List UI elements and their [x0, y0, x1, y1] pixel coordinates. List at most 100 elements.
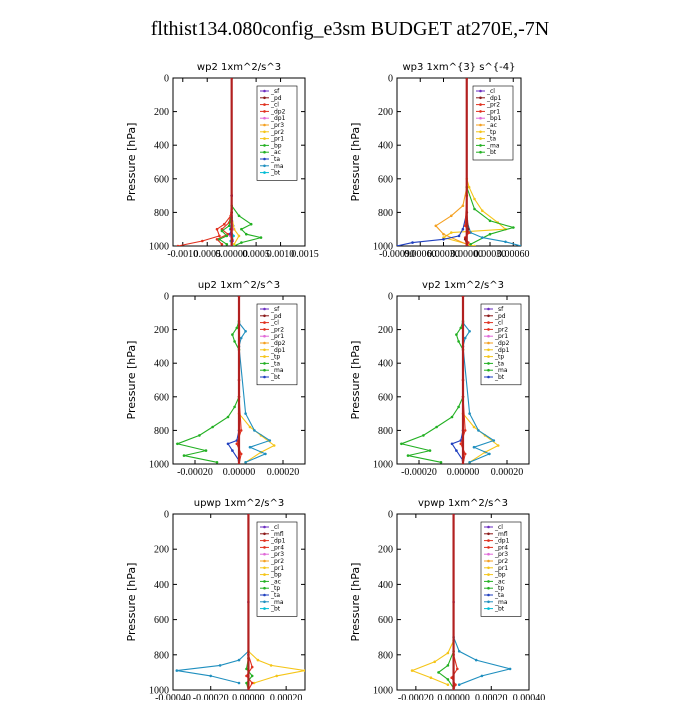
- series-point: [456, 667, 459, 671]
- legend-label: _pr3: [270, 122, 284, 129]
- series-point: [442, 238, 445, 241]
- legend-label: _ta: [270, 592, 280, 599]
- legend-marker: [487, 586, 490, 590]
- legend-marker: [263, 362, 266, 365]
- legend-label: _bp1: [486, 115, 502, 122]
- legend-marker: [263, 355, 266, 358]
- x-tick-label: 0.00000: [447, 467, 480, 478]
- legend-label: _cl: [494, 320, 503, 327]
- y-axis-label: Pressure [hPa]: [125, 341, 138, 420]
- legend-label: _sf: [494, 306, 504, 313]
- legend: _cl_mfl_dp1_pr4_pr3_pr2_pr1_bp_ac_tp_ta_…: [480, 521, 522, 617]
- legend-label: _bt: [270, 606, 281, 613]
- series-line-4: [231, 78, 262, 246]
- plot-lines: [175, 296, 276, 464]
- legend-label: _ma: [486, 142, 500, 149]
- legend-label: _pr1: [270, 136, 284, 143]
- series-point: [406, 454, 410, 457]
- series-point: [459, 442, 463, 446]
- series-point: [468, 461, 471, 464]
- series-point: [488, 219, 492, 223]
- series-point: [450, 231, 453, 234]
- legend-marker: [263, 164, 266, 168]
- legend-label: _pr2: [270, 129, 284, 136]
- y-tick-label: 400: [154, 580, 169, 591]
- x-tick-label: 0.00020: [491, 467, 524, 478]
- legend-marker: [263, 552, 266, 556]
- legend-label: _cl: [494, 524, 503, 531]
- x-tick-label: 0.00060: [404, 249, 437, 260]
- panel-title: wp2 1xm^2/s^3: [197, 62, 281, 73]
- series-point: [473, 197, 476, 201]
- x-tick-label: 0.0010: [267, 249, 295, 260]
- legend-marker: [479, 103, 482, 106]
- y-tick-label: 600: [154, 392, 169, 403]
- series-point: [253, 429, 256, 432]
- legend-marker: [263, 130, 266, 134]
- legend-marker: [263, 348, 266, 352]
- legend-marker: [263, 334, 266, 338]
- series-point: [198, 434, 201, 437]
- series-point: [204, 449, 208, 452]
- series-point: [442, 232, 445, 236]
- series-point: [433, 660, 437, 664]
- series-point: [215, 227, 219, 231]
- plot-frame: [396, 513, 530, 691]
- series-point: [450, 415, 454, 419]
- series-point: [226, 442, 230, 446]
- legend-marker: [263, 103, 266, 106]
- legend-label: _pr3: [270, 551, 284, 558]
- legend-label: _pr3: [494, 551, 508, 558]
- legend-marker: [263, 314, 266, 318]
- legend-label: _cl: [486, 88, 495, 95]
- legend-marker: [263, 525, 266, 529]
- legend-marker: [263, 559, 266, 563]
- legend-label: _pr1: [494, 565, 508, 572]
- x-tick-label: 0.0005: [242, 249, 270, 260]
- y-tick-label: 600: [378, 615, 393, 626]
- x-tick-label: 0.00000: [215, 249, 248, 260]
- legend-box: [480, 521, 522, 617]
- series-point: [463, 429, 467, 432]
- legend-marker: [479, 96, 482, 100]
- legend-marker: [487, 321, 490, 324]
- legend: _cl_mfl_dp1_pr4_pr3_pr2_pr1_bp_ac_tp_ta_…: [256, 521, 298, 617]
- legend-label: _dp1: [270, 347, 286, 354]
- series-point: [231, 449, 234, 452]
- y-axis-label: Pressure [hPa]: [349, 341, 362, 420]
- series-line-4: [397, 78, 468, 246]
- legend-marker: [263, 96, 266, 100]
- series-point: [481, 236, 484, 239]
- x-tick-label: -0.00020: [398, 693, 434, 700]
- series-point: [237, 214, 241, 218]
- series-point: [248, 445, 252, 449]
- legend-label: _ma: [494, 599, 508, 606]
- series-line-1: [399, 296, 464, 463]
- legend-label: _dp1: [494, 538, 510, 545]
- legend-label: _ac: [494, 578, 505, 585]
- chart-panel-1: wp2 1xm^2/s^3 Pressure [hPa] 0 200 400 600 800…: [125, 62, 319, 260]
- legend-label: _pr1: [486, 108, 500, 115]
- series-point: [512, 226, 515, 229]
- legend-label: _dp1: [270, 115, 286, 122]
- y-tick-label: 0: [164, 74, 169, 85]
- y-tick-label: 600: [378, 174, 393, 185]
- series-point: [235, 442, 239, 446]
- legend-marker: [479, 150, 482, 154]
- plot-lines: [397, 78, 521, 246]
- series-point: [237, 658, 241, 662]
- legend-marker: [487, 546, 490, 549]
- series-point: [480, 674, 484, 678]
- legend-box: [256, 521, 298, 617]
- legend-label: _dp1: [486, 95, 502, 102]
- y-tick-label: 800: [154, 650, 169, 661]
- legend-label: _pr2: [486, 102, 500, 109]
- x-tick-label: 0.00040: [513, 693, 546, 700]
- legend-marker: [263, 341, 266, 345]
- legend-marker: [487, 525, 490, 529]
- y-tick-label: 200: [154, 325, 169, 336]
- legend-marker: [487, 314, 490, 318]
- legend-marker: [487, 334, 490, 338]
- x-tick-label: 0.00030: [474, 249, 507, 260]
